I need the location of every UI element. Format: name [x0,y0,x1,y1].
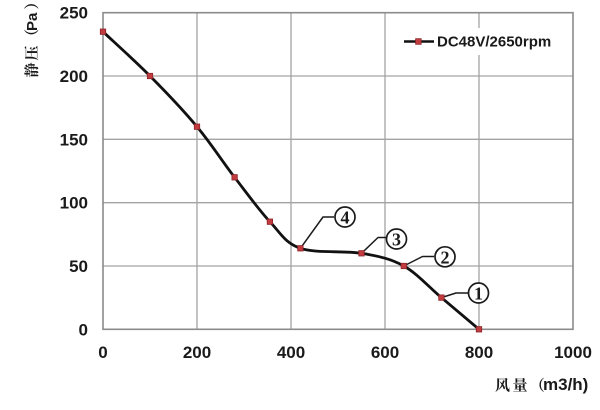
svg-text:200: 200 [60,67,88,86]
svg-text:150: 150 [60,130,88,149]
svg-text:m3/h): m3/h) [543,375,588,394]
svg-text:Pa: Pa [24,12,41,31]
svg-text:250: 250 [60,4,88,23]
svg-text:1000: 1000 [554,343,592,362]
svg-text:DC48V/2650rpm: DC48V/2650rpm [437,34,551,51]
svg-text:3: 3 [392,230,401,250]
svg-text:0: 0 [79,320,88,339]
svg-text:2: 2 [441,247,450,267]
svg-text:400: 400 [277,343,305,362]
svg-text:4: 4 [341,208,350,228]
svg-text:800: 800 [465,343,493,362]
svg-text:1: 1 [474,284,483,304]
svg-text:0: 0 [98,343,107,362]
svg-text:100: 100 [60,194,88,213]
svg-text:200: 200 [183,343,211,362]
svg-text:600: 600 [371,343,399,362]
svg-text:50: 50 [69,257,88,276]
